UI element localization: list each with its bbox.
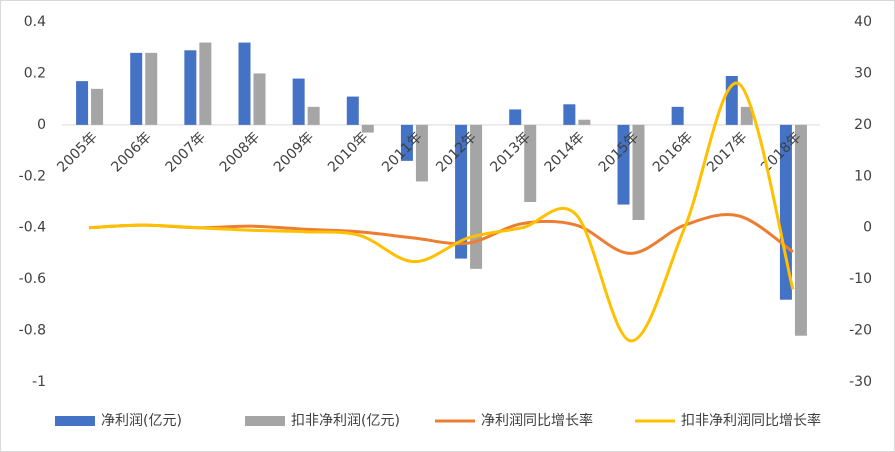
bar [76, 81, 89, 125]
y-tick-label: -0.2 [19, 168, 46, 184]
y2-tick-label: 20 [854, 117, 872, 133]
bar [91, 88, 104, 125]
y-tick-label: 0.2 [24, 65, 46, 81]
legend-swatch [245, 416, 285, 426]
bar [671, 106, 684, 125]
legend-swatch [55, 416, 95, 426]
bar [632, 124, 645, 220]
bar [145, 52, 158, 125]
bar [470, 124, 483, 269]
bar [740, 106, 753, 125]
bar [779, 124, 792, 300]
legend-label: 净利润同比增长率 [481, 412, 593, 429]
legend-label: 扣非净利润(亿元) [291, 413, 400, 429]
bar [253, 73, 266, 125]
y-tick-label: -1 [32, 374, 46, 390]
bar [617, 124, 630, 205]
bar [184, 50, 197, 125]
bar [578, 119, 591, 125]
y2-tick-label: 30 [854, 65, 872, 81]
y2-tick-label: -10 [849, 271, 872, 287]
bar [524, 124, 537, 202]
bar [292, 78, 305, 125]
bar [346, 96, 359, 125]
y2-tick-label: 0 [863, 220, 872, 236]
bar [455, 124, 468, 259]
legend-label: 扣非净利润同比增长率 [681, 412, 821, 429]
y-tick-label: -0.4 [19, 220, 46, 236]
y-tick-label: -0.8 [19, 323, 46, 339]
line [89, 81, 795, 343]
bar [563, 104, 576, 125]
y-tick-label: 0 [37, 117, 46, 133]
legend-label: 净利润(亿元) [101, 413, 182, 429]
bar [130, 52, 143, 125]
bar [238, 42, 251, 125]
bar [415, 124, 428, 182]
bar [400, 124, 413, 161]
bar [794, 124, 807, 336]
bar [307, 106, 320, 125]
y-tick-label: -0.6 [19, 271, 46, 287]
y-tick-label: 0.4 [24, 14, 46, 30]
y2-tick-label: 10 [854, 168, 872, 184]
y2-tick-label: 40 [854, 14, 872, 30]
bar [361, 124, 374, 133]
y2-tick-label: -30 [849, 374, 872, 390]
y2-tick-label: -20 [849, 323, 872, 339]
bar [509, 109, 522, 125]
bar [199, 42, 212, 125]
